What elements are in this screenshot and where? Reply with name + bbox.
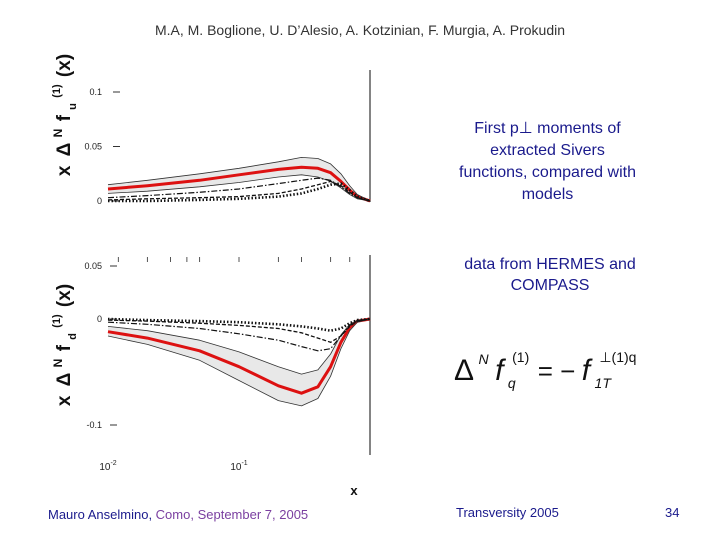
panel-up-quark: 0.1 0.05 0 x Δ N f u (1) (x) xyxy=(44,54,371,206)
u-series-band-upper xyxy=(107,157,371,202)
presenter-name: Mauro Anselmino, xyxy=(48,507,156,522)
authors-line: M.A, M. Boglione, U. D’Alesio, A. Kotzin… xyxy=(154,22,566,38)
x-tick-label: 10-2 xyxy=(99,460,116,473)
u-ytick-label: 0 xyxy=(97,196,102,206)
u-ytick-label: 0.05 xyxy=(84,142,102,152)
d-ytick-label: -0.1 xyxy=(86,420,102,430)
u-series-band-lower xyxy=(107,174,371,202)
page-number: 34 xyxy=(665,505,680,520)
d-series-fit xyxy=(107,317,371,395)
lower-ylabel: x Δ N f d (1) (x) xyxy=(44,284,81,406)
u-series-model-dashdot xyxy=(107,177,371,202)
u-ytick-label: 0.1 xyxy=(89,87,102,97)
panel-down-quark: 0.05 0 -0.1 x Δ N f d (1) (x) x 10-2 10-1 xyxy=(44,255,371,498)
upper-ylabel: x Δ N f u (1) (x) xyxy=(44,54,81,176)
error-band-d xyxy=(108,319,370,406)
d-series-model-dotted xyxy=(107,317,371,332)
formula-text: Δ N f q (1) = − f 1T ⊥(1)q xyxy=(454,349,636,392)
venue-date: Como, September 7, 2005 xyxy=(155,507,309,522)
data-source-note: data from HERMES and COMPASS xyxy=(464,256,636,294)
footer-conference: Transversity 2005 xyxy=(456,505,559,520)
sivers-plots: 0.1 0.05 0 x Δ N f u (1) (x) 0.05 0 -0.1 x Δ… xyxy=(44,54,371,498)
d-series-band-lower xyxy=(107,318,371,407)
u-series-fit xyxy=(107,165,371,203)
d-ytick-label: 0.05 xyxy=(84,261,102,271)
footer-presenter: Mauro Anselmino, Como, September 7, 2005 xyxy=(48,507,308,522)
sivers-relation-formula: Δ N f q (1) = − f 1T ⊥(1)q xyxy=(454,349,636,392)
d-ytick-label: 0 xyxy=(97,314,102,324)
figure-caption: First p⊥ moments of extracted Sivers fun… xyxy=(459,120,636,203)
d-series-band-upper xyxy=(107,318,371,375)
x-tick-label: 10-1 xyxy=(230,460,247,473)
x-axis-label: x xyxy=(350,483,358,498)
u-series-model-dashed xyxy=(107,180,371,202)
d-series-model-dashdot xyxy=(107,318,371,352)
